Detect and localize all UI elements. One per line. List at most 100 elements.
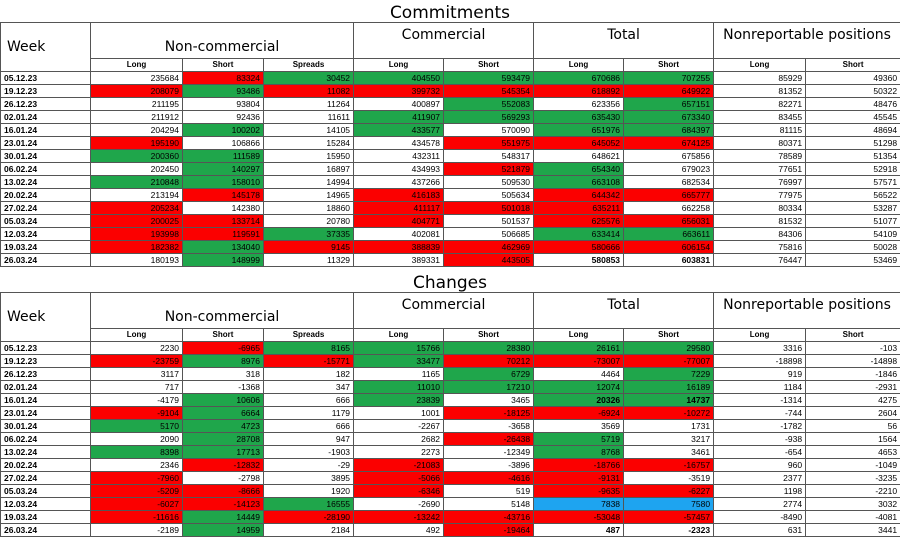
value-cell: 81532 bbox=[713, 214, 807, 228]
value-cell: 26161 bbox=[533, 341, 625, 355]
value-cell: -2189 bbox=[90, 523, 183, 537]
value-cell: 633414 bbox=[533, 227, 625, 241]
week-cell: 05.12.23 bbox=[0, 341, 91, 355]
value-cell: -29 bbox=[262, 458, 355, 472]
table-row: 02.01.24 211912 92436 11611 411907 569293 6354… bbox=[0, 110, 900, 124]
week-cell: 19.12.23 bbox=[0, 354, 91, 368]
table-row: 13.02.24 210848 158010 14994 437266 509530 663… bbox=[0, 175, 900, 189]
value-cell: 947 bbox=[262, 432, 355, 446]
value-cell: 85929 bbox=[713, 71, 807, 85]
value-cell: 551975 bbox=[443, 136, 535, 150]
table-row: 27.02.24 -7960 -2798 3895 -5066 -4616 -9131 -35… bbox=[0, 471, 900, 485]
value-cell: 404771 bbox=[353, 214, 445, 228]
week-cell: 12.03.24 bbox=[0, 497, 91, 511]
week-cell: 27.02.24 bbox=[0, 471, 91, 485]
value-cell: 665777 bbox=[623, 188, 715, 202]
value-cell: 53287 bbox=[805, 201, 900, 215]
value-cell: -9635 bbox=[533, 484, 625, 498]
value-cell: 411117 bbox=[353, 201, 445, 215]
value-cell: 603831 bbox=[623, 253, 715, 267]
value-cell: 33477 bbox=[353, 354, 445, 368]
value-cell: 210848 bbox=[90, 175, 183, 189]
week-cell: 06.02.24 bbox=[0, 162, 91, 176]
value-cell: 15284 bbox=[262, 136, 355, 150]
week-cell: 13.02.24 bbox=[0, 445, 91, 459]
value-cell: -6027 bbox=[90, 497, 183, 511]
column-header: Short bbox=[182, 58, 264, 72]
value-cell: 1001 bbox=[353, 406, 445, 420]
table-row: 26.03.24 180193 148999 11329 389331 443505 580… bbox=[0, 253, 900, 267]
value-cell: 80371 bbox=[713, 136, 807, 150]
value-cell: -6924 bbox=[533, 406, 625, 420]
changes-title: Changes bbox=[413, 273, 487, 293]
value-cell: 111589 bbox=[182, 149, 264, 163]
value-cell: 14994 bbox=[262, 175, 355, 189]
value-cell: 92436 bbox=[182, 110, 264, 124]
week-cell: 06.02.24 bbox=[0, 432, 91, 446]
value-cell: 437266 bbox=[353, 175, 445, 189]
value-cell: 56522 bbox=[805, 188, 900, 202]
value-cell: 134040 bbox=[182, 240, 264, 254]
value-cell: 3032 bbox=[805, 497, 900, 511]
value-cell: 56 bbox=[805, 419, 900, 433]
week-cell: 30.01.24 bbox=[0, 149, 91, 163]
value-cell: 17713 bbox=[182, 445, 264, 459]
value-cell: 37335 bbox=[262, 227, 355, 241]
value-cell: 14959 bbox=[182, 523, 264, 537]
table-row: 20.02.24 213194 145178 14965 416183 505634 644… bbox=[0, 188, 900, 202]
table-row: 23.01.24 -9104 6664 1179 1001 -18125 -6924 -102… bbox=[0, 406, 900, 420]
value-cell: 580666 bbox=[533, 240, 625, 254]
value-cell: -6965 bbox=[182, 341, 264, 355]
changes-table: Week Non-commercial Commercial Total Nonrepo… bbox=[0, 292, 900, 537]
value-cell: 93486 bbox=[182, 84, 264, 98]
week-cell: 19.03.24 bbox=[0, 240, 91, 254]
week-cell: 26.12.23 bbox=[0, 97, 91, 111]
value-cell: 389331 bbox=[353, 253, 445, 267]
column-header: Long bbox=[90, 58, 183, 72]
value-cell: 649922 bbox=[623, 84, 715, 98]
column-header: Short bbox=[623, 328, 715, 342]
value-cell: 1179 bbox=[262, 406, 355, 420]
value-cell: 76997 bbox=[713, 175, 807, 189]
value-cell: 29580 bbox=[623, 341, 715, 355]
value-cell: -9131 bbox=[533, 471, 625, 485]
commercial-header: Commercial bbox=[353, 22, 535, 59]
value-cell: 78589 bbox=[713, 149, 807, 163]
column-header: Long bbox=[533, 58, 625, 72]
value-cell: -6346 bbox=[353, 484, 445, 498]
value-cell: -19464 bbox=[443, 523, 535, 537]
table-row: 30.01.24 5170 4723 666 -2267 -3658 3569 1731 -17… bbox=[0, 419, 900, 433]
value-cell: 211912 bbox=[90, 110, 183, 124]
value-cell: 53469 bbox=[805, 253, 900, 267]
table-row: 19.12.23 208079 93486 11082 399732 545354 6188… bbox=[0, 84, 900, 98]
header-sub-row: Long Short Spreads Long Short Long Short Long Sh… bbox=[1, 58, 900, 72]
value-cell: 81352 bbox=[713, 84, 807, 98]
value-cell: 443505 bbox=[443, 253, 535, 267]
value-cell: 84306 bbox=[713, 227, 807, 241]
value-cell: -16757 bbox=[623, 458, 715, 472]
table-row: 19.12.23 -23759 8976 -15771 33477 70212 -73007… bbox=[0, 354, 900, 368]
value-cell: -28190 bbox=[262, 510, 355, 524]
table-row: 05.12.23 235684 83324 30452 404550 593479 6706… bbox=[0, 71, 900, 85]
value-cell: 18860 bbox=[262, 201, 355, 215]
value-cell: 505634 bbox=[443, 188, 535, 202]
header-group-row: Week Non-commercial Commercial Total Nonrepo… bbox=[0, 22, 900, 72]
value-cell: -4179 bbox=[90, 393, 183, 407]
value-cell: 158010 bbox=[182, 175, 264, 189]
value-cell: 404550 bbox=[353, 71, 445, 85]
value-cell: -3658 bbox=[443, 419, 535, 433]
value-cell: 2774 bbox=[713, 497, 807, 511]
week-cell: 23.01.24 bbox=[0, 136, 91, 150]
value-cell: -11616 bbox=[90, 510, 183, 524]
value-cell: 77975 bbox=[713, 188, 807, 202]
value-cell: 645052 bbox=[533, 136, 625, 150]
value-cell: 434578 bbox=[353, 136, 445, 150]
value-cell: 8398 bbox=[90, 445, 183, 459]
value-cell: 1198 bbox=[713, 484, 807, 498]
value-cell: -43716 bbox=[443, 510, 535, 524]
value-cell: 675856 bbox=[623, 149, 715, 163]
value-cell: 133714 bbox=[182, 214, 264, 228]
value-cell: 657151 bbox=[623, 97, 715, 111]
column-header: Long bbox=[90, 328, 183, 342]
value-cell: 432311 bbox=[353, 149, 445, 163]
